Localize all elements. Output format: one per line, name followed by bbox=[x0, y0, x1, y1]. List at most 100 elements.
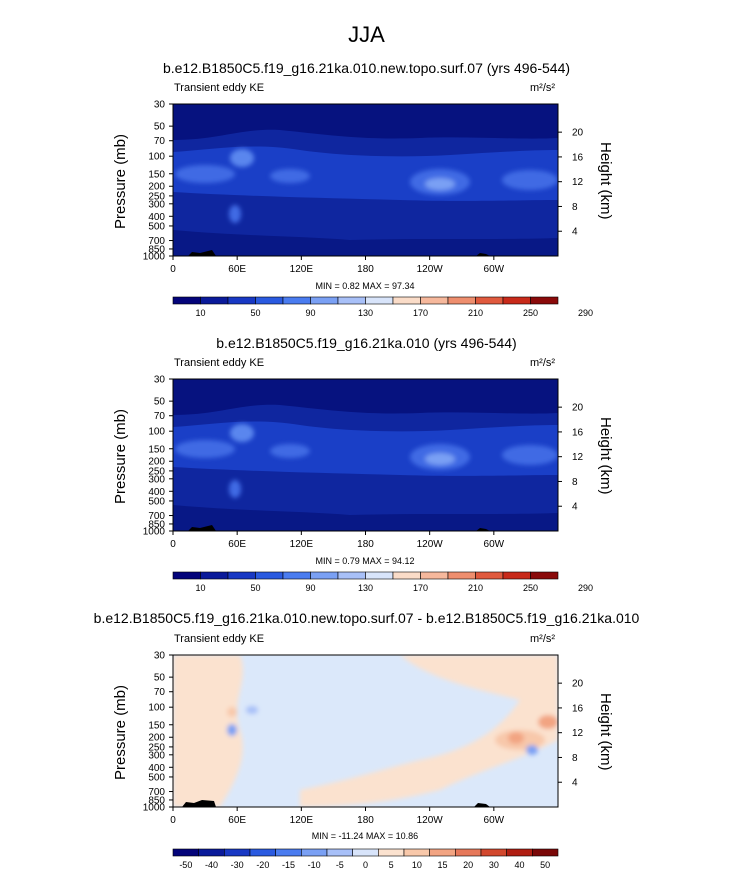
panel2-colorbar-label: 290 bbox=[578, 583, 593, 593]
panel3-colorbar-box bbox=[480, 848, 507, 857]
panel3-colorbar-box bbox=[532, 848, 559, 857]
panel2-colorbar-label: 10 bbox=[195, 583, 205, 593]
panel2-colorbar-box bbox=[530, 571, 559, 580]
panel1-ytick-label: 1000 bbox=[143, 252, 166, 263]
panel2-ytick-label: 700 bbox=[148, 511, 165, 522]
panel3-colorbar-box bbox=[506, 848, 533, 857]
panel1-colorbar-label: 290 bbox=[578, 308, 593, 318]
panel2-colorbar-label: 50 bbox=[250, 583, 260, 593]
panel2-ytick-label: 30 bbox=[154, 375, 166, 386]
panel3-y2tick-label: 16 bbox=[572, 703, 584, 714]
panel1-ytick-label: 300 bbox=[148, 199, 165, 210]
panel3-xtick-label: 180 bbox=[357, 815, 374, 826]
panel2-colorbar-box bbox=[337, 571, 366, 580]
panel1-plot-area bbox=[173, 104, 558, 256]
panel1-colorbar-box bbox=[392, 296, 421, 305]
panel3-colorbar-box bbox=[172, 848, 199, 857]
panel1-colorbar-box bbox=[447, 296, 476, 305]
panel3-xtick-label: 60W bbox=[484, 815, 505, 826]
panel2-ytick-label: 100 bbox=[148, 427, 165, 438]
panel3-y2tick-label: 4 bbox=[572, 778, 578, 789]
panel3-ytick-label: 400 bbox=[148, 763, 165, 774]
panel3-colorbar-label: -40 bbox=[205, 860, 218, 870]
panel3-colorbar-box bbox=[429, 848, 456, 857]
panel3-ytick-label: 300 bbox=[148, 750, 165, 761]
panel3-xtick-label: 120W bbox=[417, 815, 444, 826]
panel2-colorbar-box bbox=[502, 571, 531, 580]
panel3-colorbar-label: -30 bbox=[231, 860, 244, 870]
panel3-plot-area bbox=[173, 655, 558, 807]
panel1-xtick-label: 60W bbox=[484, 264, 505, 275]
panel2-ytick-label: 1000 bbox=[143, 527, 166, 538]
panel2-colorbar-label: 210 bbox=[468, 583, 483, 593]
panel3-y2tick-label: 12 bbox=[572, 728, 584, 739]
panel2-colorbar-label: 90 bbox=[305, 583, 315, 593]
panel1-ytick-label: 400 bbox=[148, 212, 165, 223]
panel3-title: b.e12.B1850C5.f19_g16.21ka.010.new.topo.… bbox=[93, 610, 640, 626]
panel3-colorbar-label: 50 bbox=[540, 860, 550, 870]
panel3-xtick-label: 0 bbox=[170, 815, 176, 826]
panel3-left-label: Transient eddy KE bbox=[174, 633, 265, 645]
panel1-stats: MIN = 0.82 MAX = 97.34 bbox=[315, 281, 415, 291]
panel1-colorbar-box bbox=[530, 296, 559, 305]
panel1-ytick-label: 150 bbox=[148, 169, 165, 180]
panel3-ytick-label: 150 bbox=[148, 720, 165, 731]
panel2-xtick-label: 60E bbox=[228, 539, 246, 550]
panel1-colorbar-box bbox=[337, 296, 366, 305]
panel2-y2tick-label: 16 bbox=[572, 427, 584, 438]
panel1-title: b.e12.B1850C5.f19_g16.21ka.010.new.topo.… bbox=[162, 60, 571, 76]
panel1-left-label: Transient eddy KE bbox=[174, 82, 265, 94]
panel2-ytick-label: 400 bbox=[148, 487, 165, 498]
panel2-colorbar-box bbox=[310, 571, 339, 580]
panel1-ytick-label: 250 bbox=[148, 191, 165, 202]
panel2-colorbar-box bbox=[172, 571, 201, 580]
panel1-colorbar-label: 10 bbox=[195, 308, 205, 318]
panel3-colorbar-box bbox=[275, 848, 302, 857]
panel2-y2tick-label: 4 bbox=[572, 502, 578, 513]
panel1-ytick-label: 500 bbox=[148, 221, 165, 232]
panel2-ytick-label: 300 bbox=[148, 474, 165, 485]
panel2-colorbar-box bbox=[227, 571, 256, 580]
panel2-ytick-label: 70 bbox=[154, 411, 166, 422]
panel3-colorbar-label: -10 bbox=[308, 860, 321, 870]
panel3-colorbar-label: -5 bbox=[336, 860, 344, 870]
panel3-colorbar-label: 30 bbox=[489, 860, 499, 870]
panel3-ytick-label: 50 bbox=[154, 673, 166, 684]
panel3-colorbar-box bbox=[224, 848, 251, 857]
panel1-colorbar-box bbox=[475, 296, 504, 305]
panel1-colorbar-label: 170 bbox=[413, 308, 428, 318]
panel1-ytick-label: 70 bbox=[154, 136, 166, 147]
panel1-colorbar-box bbox=[227, 296, 256, 305]
panel1-y2tick-label: 20 bbox=[572, 128, 584, 139]
panel1-y2tick-label: 4 bbox=[572, 227, 578, 238]
panel1-colorbar-box bbox=[172, 296, 201, 305]
panel3-colorbar-label: -15 bbox=[282, 860, 295, 870]
panel2-colorbar-box bbox=[255, 571, 284, 580]
panel3-xtick-label: 60E bbox=[228, 815, 246, 826]
panel2-y2tick-label: 20 bbox=[572, 403, 584, 414]
panel3-ytick-label: 850 bbox=[148, 795, 165, 806]
panel1-xtick-label: 120W bbox=[417, 264, 444, 275]
panel2-colorbar-box bbox=[447, 571, 476, 580]
panel3-y2tick-label: 20 bbox=[572, 679, 584, 690]
panel3-colorbar-label: 5 bbox=[389, 860, 394, 870]
panel2-y2tick-label: 8 bbox=[572, 477, 578, 488]
panel2-xtick-label: 60W bbox=[484, 539, 505, 550]
panel2-xtick-label: 180 bbox=[357, 539, 374, 550]
panel2-units: m²/s² bbox=[530, 357, 556, 369]
panel1-colorbar-box bbox=[365, 296, 394, 305]
panel2-stats: MIN = 0.79 MAX = 94.12 bbox=[315, 556, 415, 566]
panel2-colorbar-box bbox=[365, 571, 394, 580]
panel3-ytick-label: 1000 bbox=[143, 803, 166, 814]
panel3-colorbar-label: 20 bbox=[463, 860, 473, 870]
figure-title: JJA bbox=[348, 22, 385, 47]
panel3-colorbar-box bbox=[249, 848, 276, 857]
panel2-colorbar-box bbox=[392, 571, 421, 580]
panel1-xtick-label: 180 bbox=[357, 264, 374, 275]
panel2-colorbar-box bbox=[200, 571, 229, 580]
panel3-colorbar-box bbox=[352, 848, 379, 857]
panel2-colorbar-box bbox=[420, 571, 449, 580]
panel3-colorbar-box bbox=[403, 848, 430, 857]
panel1-colorbar-box bbox=[200, 296, 229, 305]
